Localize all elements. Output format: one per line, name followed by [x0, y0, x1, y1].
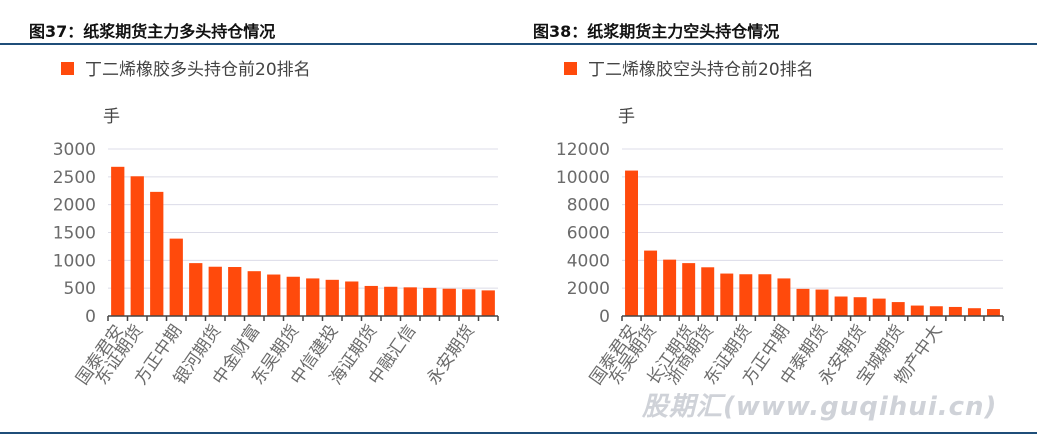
- bar: [130, 176, 144, 316]
- y-axis-unit: 手: [618, 107, 635, 127]
- y-tick-label: 2500: [53, 168, 96, 188]
- bar: [267, 274, 281, 316]
- bar: [853, 297, 867, 316]
- bar: [834, 296, 848, 316]
- y-tick-label: 10000: [556, 168, 610, 188]
- bar: [796, 288, 810, 316]
- bar: [325, 279, 339, 316]
- bar: [169, 238, 183, 316]
- bar: [247, 271, 261, 316]
- y-tick-label: 8000: [567, 196, 610, 216]
- y-tick-label: 12000: [556, 140, 610, 160]
- y-tick-label: 0: [599, 307, 610, 327]
- watermark: 股期汇(www.guqihui.cn): [642, 392, 998, 422]
- bar: [644, 250, 658, 316]
- legend-swatch: [61, 62, 74, 75]
- bar: [929, 306, 943, 316]
- y-tick-label: 2000: [567, 279, 610, 299]
- bar: [663, 259, 677, 316]
- bar: [967, 308, 981, 316]
- bar: [891, 302, 905, 316]
- bar: [481, 290, 495, 316]
- bar: [442, 288, 456, 316]
- bar: [384, 286, 398, 316]
- bar: [625, 170, 639, 316]
- bar: [189, 263, 203, 316]
- bar: [208, 266, 222, 316]
- long-positions-chart: 丁二烯橡胶多头持仓前20排名手050010001500200025003000国…: [53, 60, 499, 389]
- bar: [986, 309, 1000, 316]
- bar: [403, 287, 417, 316]
- bar: [228, 267, 242, 316]
- y-tick-label: 4000: [567, 251, 610, 271]
- legend-swatch: [564, 62, 577, 75]
- bar: [739, 274, 753, 316]
- y-tick-label: 3000: [53, 140, 96, 160]
- bar: [758, 274, 772, 316]
- bar: [345, 281, 359, 316]
- bar: [777, 278, 791, 316]
- y-tick-label: 2000: [53, 196, 96, 216]
- bar: [462, 289, 476, 316]
- y-tick-label: 0: [85, 307, 96, 327]
- y-axis-unit: 手: [103, 107, 120, 127]
- bar: [948, 306, 962, 316]
- bar: [286, 276, 300, 316]
- chart-title-short: 图38：纸浆期货主力空头持仓情况: [533, 22, 780, 41]
- bar: [364, 285, 378, 316]
- bar: [701, 267, 715, 316]
- bar: [682, 263, 696, 316]
- bar: [306, 278, 320, 316]
- legend-label: 丁二烯橡胶空头持仓前20排名: [588, 60, 814, 80]
- bar: [150, 191, 164, 316]
- bar: [423, 287, 437, 316]
- y-tick-label: 500: [64, 279, 96, 299]
- bar: [720, 273, 734, 316]
- y-tick-label: 1500: [53, 224, 96, 244]
- header-rule: [0, 43, 1037, 45]
- y-tick-label: 1000: [53, 251, 96, 271]
- x-category-label: 永安期货: [423, 321, 478, 388]
- legend-label: 丁二烯橡胶多头持仓前20排名: [85, 60, 311, 80]
- chart-title-long: 图37：纸浆期货主力多头持仓情况: [29, 22, 276, 41]
- bar: [815, 289, 829, 316]
- bar: [872, 298, 886, 316]
- footer-rule: [0, 432, 1037, 434]
- bar: [910, 305, 924, 316]
- y-tick-label: 6000: [567, 224, 610, 244]
- bar: [111, 166, 125, 316]
